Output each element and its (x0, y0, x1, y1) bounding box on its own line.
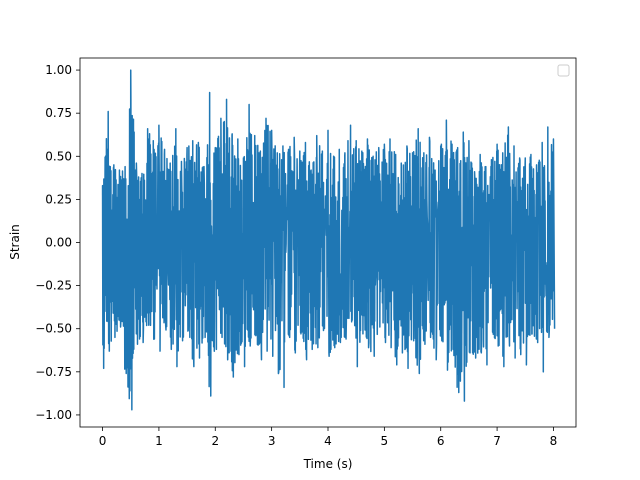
x-tick-label: 6 (437, 434, 445, 448)
y-tick-label: −1.00 (35, 408, 72, 422)
y-tick-label: −0.75 (35, 365, 72, 379)
y-tick-label: 0.25 (45, 192, 72, 206)
x-tick-label: 7 (493, 434, 501, 448)
x-tick-label: 1 (155, 434, 163, 448)
y-axis-label: Strain (8, 224, 22, 260)
y-tick-label: 0.50 (45, 149, 72, 163)
y-tick-label: 0.75 (45, 106, 72, 120)
x-tick-label: 8 (550, 434, 558, 448)
y-tick-label: 1.00 (45, 63, 72, 77)
x-tick-label: 0 (99, 434, 107, 448)
x-axis-ticks: 0 1 2 3 4 5 6 7 8 (99, 427, 558, 448)
legend-box (557, 64, 570, 77)
x-tick-label: 5 (381, 434, 389, 448)
y-tick-label: −0.50 (35, 322, 72, 336)
y-tick-label: −0.25 (35, 279, 72, 293)
strain-series-polyline (101, 69, 556, 411)
y-axis-ticks: −1.00 −0.75 −0.50 −0.25 0.00 0.25 0.50 0.75 1.00 (35, 63, 80, 422)
strain-series-line (101, 69, 556, 411)
x-tick-label: 4 (324, 434, 332, 448)
x-tick-label: 2 (211, 434, 219, 448)
y-tick-label: 0.00 (45, 236, 72, 250)
x-axis-label: Time (s) (303, 457, 353, 471)
x-tick-label: 3 (268, 434, 276, 448)
